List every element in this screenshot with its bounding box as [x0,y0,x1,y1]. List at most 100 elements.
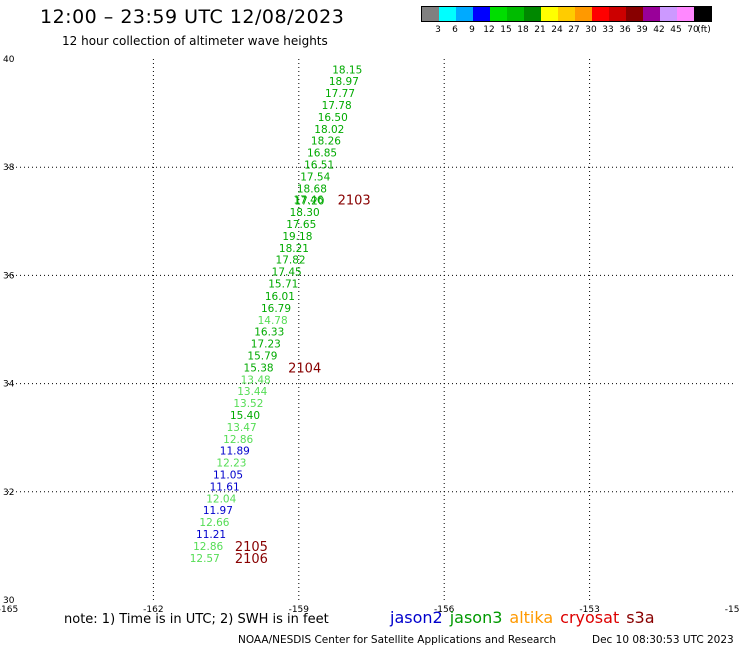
wave-height-reading: 18.02 [314,124,344,136]
buoy-label: 2106 [235,552,268,567]
color-scale-label: 33 [602,25,614,35]
color-swatch [524,7,541,21]
wave-height-reading: 17.46 [293,195,323,207]
wave-height-reading: 17.65 [286,219,316,231]
buoy-label: 2105 [235,540,268,555]
satellite-jason2-label: jason2 [390,608,443,627]
wave-height-reading: 11.61 [210,481,240,493]
color-scale-bar [421,6,712,22]
wave-height-reading: 17.77 [325,88,355,100]
color-scale-label: 18 [517,25,529,35]
color-scale-label: 12 [483,25,495,35]
wave-height-reading: 19.18 [282,231,312,243]
wave-height-reading: 18.26 [311,136,341,148]
latitude-tick-label: 32 [3,488,14,498]
wave-height-reading: 13.52 [233,398,263,410]
wave-height-reading: 16.50 [318,112,348,124]
latitude-tick-label: 34 [3,380,15,390]
page-title: 12:00 – 23:59 UTC 12/08/2023 [40,6,345,28]
color-scale-label: 6 [452,25,458,35]
wave-height-reading: 15.38 [244,362,274,374]
longitude-tick-label: -165 [0,605,18,615]
color-scale-label: 3 [435,25,441,35]
wave-height-reading: 12.57 [190,553,220,565]
wave-height-reading: 12.86 [223,434,253,446]
wave-height-reading: 13.47 [227,422,257,434]
color-scale-label: 36 [619,25,631,35]
wave-height-reading: 18.15 [332,64,362,76]
latitude-tick-label: 40 [3,55,15,65]
color-swatch [609,7,626,21]
wave-height-reading: 13.44 [237,386,267,398]
wave-height-reading: 16.51 [304,159,334,171]
footer-org: NOAA/NESDIS Center for Satellite Applica… [238,634,556,646]
color-scale-label: 42 [653,25,665,35]
color-scale-label: 9 [469,25,475,35]
latitude-tick-label: 38 [3,163,15,173]
color-swatch [694,7,711,21]
longitude-tick-label: -153 [579,605,599,615]
latitude-tick-label: 36 [3,271,15,281]
note-text: note: 1) Time is in UTC; 2) SWH is in fe… [64,612,329,627]
color-swatch [541,7,558,21]
wave-height-reading: 15.79 [247,350,277,362]
color-scale-label: 30 [585,25,597,35]
color-swatch [473,7,490,21]
color-scale-label: 39 [636,25,648,35]
wave-height-reading: 17.54 [300,171,330,183]
wave-height-reading: 18.30 [290,207,320,219]
color-swatch [592,7,609,21]
color-swatch [643,7,660,21]
longitude-tick-label: -156 [434,605,455,615]
longitude-tick-label: -150 [725,605,740,615]
wave-height-reading: 12.23 [216,458,246,470]
color-scale-label: 24 [551,25,563,35]
buoy-label: 2104 [288,361,321,376]
wave-height-reading: 18.21 [279,243,309,255]
wave-height-reading: 15.40 [230,410,260,422]
color-scale-label: 45 [670,25,682,35]
color-scale-label: (ft) [697,25,711,35]
color-swatch [456,7,473,21]
satellite-jason3-label: jason3 [449,608,503,627]
wave-height-reading: 16.33 [254,327,284,339]
wave-height-reading: 12.04 [206,493,236,505]
wave-height-reading: 16.85 [307,148,337,160]
satellite-altika-label: altika [509,608,554,627]
color-swatch [558,7,575,21]
color-scale-label: 27 [568,25,580,35]
page-subtitle: 12 hour collection of altimeter wave hei… [62,34,328,48]
wave-height-reading: 12.66 [199,517,229,529]
wave-height-reading: 16.01 [265,291,295,303]
wave-height-reading: 14.78 [258,315,288,327]
wave-height-reading: 17.20 [294,196,324,208]
color-scale-label: 70 [687,25,699,35]
color-swatch [422,7,439,21]
wave-height-reading: 16.79 [261,303,291,315]
wave-height-reading: 11.21 [196,529,226,541]
color-swatch [507,7,524,21]
color-swatch [575,7,592,21]
satellite-legend: jason2 jason3 altika cryosat s3a [390,608,662,627]
wave-height-reading: 11.97 [203,505,233,517]
wave-height-reading: 11.05 [213,469,243,481]
color-swatch [660,7,677,21]
wave-height-reading: 12.86 [193,541,223,553]
wave-height-reading: 15.71 [268,279,298,291]
color-swatch [490,7,507,21]
longitude-tick-label: -159 [289,605,310,615]
satellite-cryosat-label: cryosat [560,608,620,627]
wave-height-reading: 13.48 [241,374,271,386]
color-swatch [626,7,643,21]
color-swatch [439,7,456,21]
wave-height-reading: 17.23 [251,339,281,351]
satellite-s3a-label: s3a [626,608,655,627]
footer: NOAA/NESDIS Center for Satellite Applica… [238,634,734,646]
color-scale-labels: 3 6 9 12 15 18 21 24 27 30 33 36 39 42 45 70 (ft) [421,22,712,36]
buoy-label: 2103 [338,194,371,209]
wave-height-reading: 17.82 [276,255,306,267]
wave-height-reading: 17.78 [322,100,352,112]
longitude-tick-label: -162 [143,605,163,615]
color-scale-label: 21 [534,25,546,35]
